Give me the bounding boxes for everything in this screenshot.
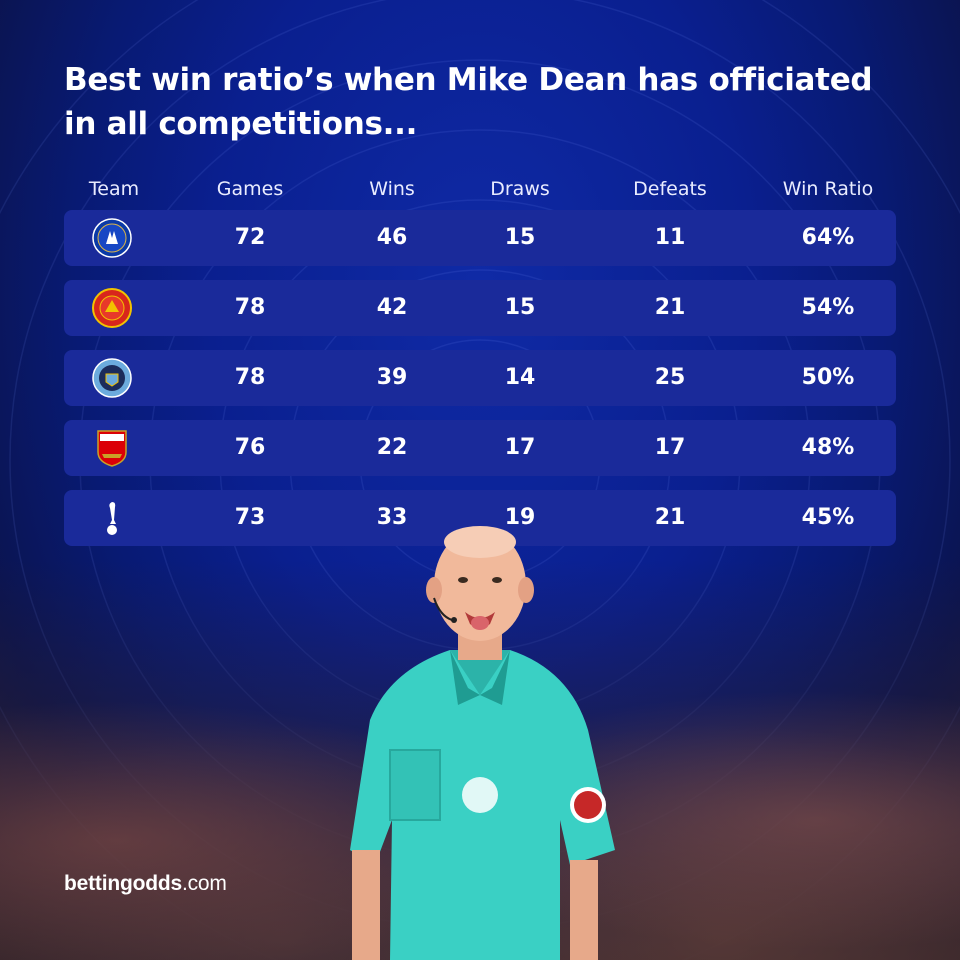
chelsea-crest-icon: [92, 218, 132, 258]
defeats-value: 11: [654, 225, 686, 250]
table-row: 76 22 17 17 48%: [64, 420, 896, 476]
manchester-united-crest-icon: [92, 288, 132, 328]
draws-value: 15: [504, 295, 536, 320]
defeats-value: 21: [654, 505, 686, 530]
defeats-value: 17: [654, 435, 686, 460]
draws-value: 15: [504, 225, 536, 250]
draws-value: 17: [504, 435, 536, 460]
win-ratio-value: 48%: [801, 435, 855, 460]
draws-value: 19: [504, 505, 536, 530]
table-row: 72 46 15 11 64%: [64, 210, 896, 266]
table-header: Team Games Wins Draws Defeats Win Ratio: [64, 174, 896, 204]
games-value: 72: [234, 225, 266, 250]
header-win-ratio: Win Ratio: [782, 178, 874, 200]
wins-value: 46: [376, 225, 408, 250]
page-title: Best win ratio’s when Mike Dean has offi…: [64, 62, 873, 142]
games-value: 73: [234, 505, 266, 530]
win-ratio-value: 45%: [801, 505, 855, 530]
wins-value: 42: [376, 295, 408, 320]
wins-value: 22: [376, 435, 408, 460]
header-draws: Draws: [490, 178, 550, 200]
win-ratio-value: 50%: [801, 365, 855, 390]
defeats-value: 25: [654, 365, 686, 390]
games-value: 78: [234, 295, 266, 320]
arsenal-crest-icon: [97, 430, 127, 467]
header-defeats: Defeats: [633, 178, 707, 200]
table-row: 78 42 15 21 54%: [64, 280, 896, 336]
win-ratio-value: 64%: [801, 225, 855, 250]
games-value: 76: [234, 435, 266, 460]
wins-value: 33: [376, 505, 408, 530]
header-games: Games: [216, 178, 284, 200]
defeats-value: 21: [654, 295, 686, 320]
table-row: 78 39 14 25 50%: [64, 350, 896, 406]
games-value: 78: [234, 365, 266, 390]
header-wins: Wins: [369, 178, 415, 200]
bettingodds-logo: bettingodds.com: [64, 872, 227, 895]
win-ratio-value: 54%: [801, 295, 855, 320]
wins-value: 39: [376, 365, 408, 390]
referee-photo: [350, 526, 615, 960]
manchester-city-crest-icon: [92, 358, 132, 398]
tottenham-crest-icon: [107, 502, 117, 535]
draws-value: 14: [504, 365, 536, 390]
header-team: Team: [88, 178, 140, 200]
